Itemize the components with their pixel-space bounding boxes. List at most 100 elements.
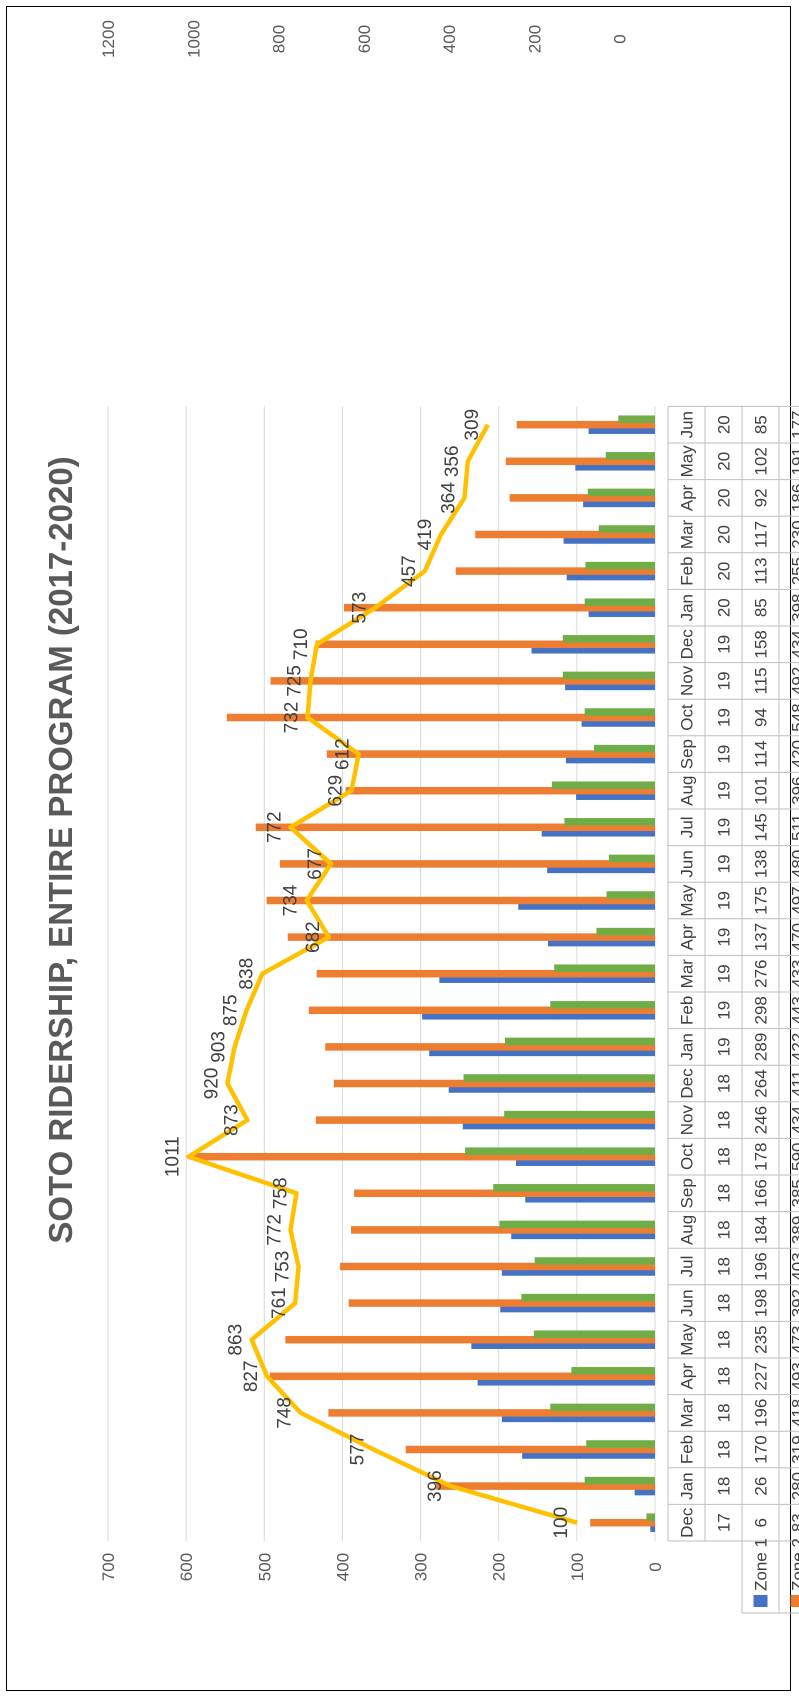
bar [562,635,656,643]
secondary-tick-label: 400 [440,25,459,53]
series-name: Zone 2 [789,1538,799,1591]
bar [551,781,656,789]
bar [534,1257,655,1265]
bar [266,896,655,905]
table-cell: 418 [789,1399,799,1427]
bar [504,1037,656,1046]
category-label: Oct [678,704,697,731]
bar [646,1513,656,1521]
total-line [186,423,578,1525]
year-label: 19 [715,1001,734,1020]
year-label: 18 [715,1330,734,1349]
table-cell: 114 [752,741,771,768]
table-cell: 276 [752,960,771,988]
table-cell: 433 [789,960,799,988]
table-cell: 480 [789,850,799,878]
bar [504,1110,656,1119]
year-label: 20 [715,598,734,617]
bar [465,1147,655,1155]
table-cell: 137 [752,923,771,951]
total-data-label: 710 [291,628,312,660]
category-label: Dec [678,1507,697,1538]
gridlines [107,406,656,1541]
bar [606,891,656,899]
primary-tick-label: 500 [255,1553,274,1581]
bars [193,415,656,1532]
primary-tick-label: 300 [412,1553,431,1581]
bar [605,452,656,460]
table-cell: 85 [752,415,771,434]
table-cell: 434 [789,630,799,658]
year-label: 18 [715,1367,734,1386]
table-cell: 422 [789,1033,799,1061]
category-label: Jul [678,816,697,838]
category-label: May [678,445,697,478]
category-label: Feb [678,556,697,585]
bar [279,860,655,868]
bar [586,1440,656,1448]
table-cell: 178 [752,1143,771,1171]
category-label: Jun [678,850,697,877]
year-label: 18 [715,1111,734,1130]
bar [618,415,655,423]
total-data-label: 364 [438,482,459,514]
total-data-label: 573 [349,592,370,624]
primary-tick-label: 200 [490,1553,509,1581]
year-label: 18 [715,1403,734,1422]
table-cell: 115 [752,667,771,694]
total-data-label: 748 [275,1397,296,1429]
table-cell: 191 [789,447,799,475]
total-data-label: 734 [281,884,302,916]
table-cell: 138 [752,850,771,878]
table-cell: 184 [752,1216,771,1244]
table-cell: 443 [789,996,799,1024]
table-cell: 85 [752,598,771,617]
bar [608,854,655,863]
bar [226,713,656,722]
chart-frame [6,6,791,1691]
category-label: Apr [678,484,697,511]
category-label: Apr [678,924,697,951]
year-label: 18 [715,1257,734,1276]
category-label: Mar [678,520,697,550]
data-table: Dec 17 Jan 18 Feb 18 Mar 18 Apr 18 May 18 Jun 18 Jul 18… [667,405,799,1614]
table-cell: 196 [752,1252,771,1280]
table-cell: 113 [752,558,771,585]
bar [564,818,656,826]
table-cell: 92 [752,488,771,507]
year-label: 20 [715,525,734,544]
year-label: 17 [715,1513,734,1532]
total-data-label: 761 [269,1287,290,1319]
year-label: 19 [715,928,734,947]
total-data-label: 1011 [163,1136,184,1177]
table-cell: 493 [789,1362,799,1390]
category-label: Feb [678,996,697,1025]
category-label: Mar [678,959,697,989]
secondary-tick-label: 600 [355,25,374,53]
year-label: 19 [715,1037,734,1056]
year-label: 18 [715,1074,734,1093]
table-cell: 403 [789,1252,799,1280]
secondary-tick-label: 1000 [184,20,203,58]
total-data-label: 629 [325,775,346,807]
bar [550,1403,655,1412]
year-label: 18 [715,1294,734,1313]
category-label: Sep [678,739,697,769]
total-data-label: 863 [226,1324,247,1356]
table-cell: 264 [752,1069,771,1097]
table-cell: 198 [752,1289,771,1317]
category-label: May [678,1323,697,1356]
total-data-label: 396 [425,1470,446,1502]
year-label: 18 [715,1440,734,1459]
secondary-tick-label: 1200 [99,20,118,58]
category-label: Apr [678,1363,697,1390]
category-label: Sep [678,1178,697,1208]
bar [550,1001,655,1009]
total-data-label: 873 [221,1104,242,1136]
bar [596,927,656,936]
table-cell: 26 [752,1477,771,1496]
bar [533,1330,656,1338]
table-cell: 434 [789,1106,799,1134]
category-label: Feb [678,1435,697,1464]
